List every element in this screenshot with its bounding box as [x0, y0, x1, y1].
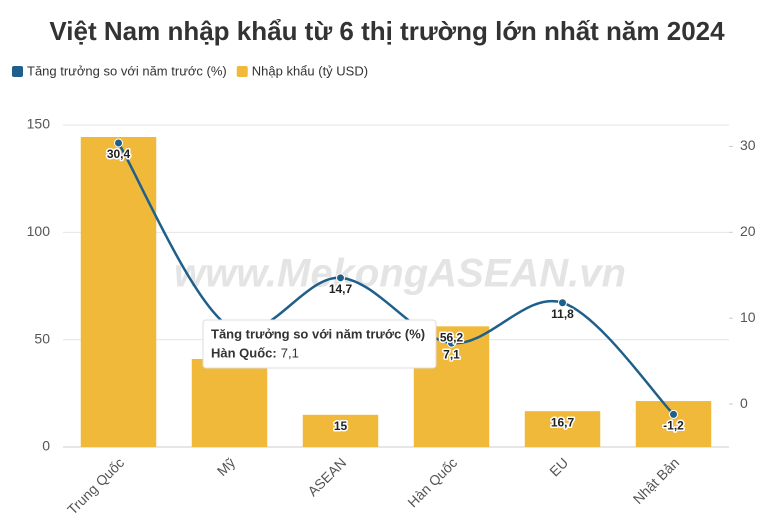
- line: [117, 142, 675, 416]
- y2-tick-label: 10: [740, 309, 756, 325]
- data-label: 7,1: [443, 347, 460, 361]
- bar: [524, 411, 601, 447]
- x-tick-label: Hàn Quốc: [404, 454, 460, 510]
- tooltip: Tăng trưởng so với năm trước (%) Hàn Quốc…: [202, 319, 437, 369]
- watermark: www.MekongASEAN.vn: [174, 252, 626, 296]
- legend-label: Tăng trưởng so với năm trước (%): [27, 63, 227, 78]
- bar: [80, 136, 157, 447]
- line-point: [114, 138, 123, 148]
- data-label: 56,2: [440, 331, 464, 345]
- y-tick-label: 0: [42, 438, 50, 454]
- chart-title: Việt Nam nhập khẩu từ 6 thị trường lớn n…: [49, 16, 725, 46]
- data-label: 16,7: [551, 415, 575, 429]
- x-tick-label: Mỹ: [214, 454, 239, 479]
- tooltip-label: Hàn Quốc:: [211, 345, 277, 360]
- data-label: 30,4: [107, 147, 131, 161]
- y2-tick-label: 20: [740, 223, 756, 239]
- line-point: [336, 273, 345, 283]
- legend-label: Nhập khẩu (tỷ USD): [252, 63, 368, 78]
- line-point: [558, 298, 567, 308]
- y2-tick-label: 0: [740, 395, 748, 411]
- y-tick-label: 150: [27, 116, 51, 132]
- data-label: 15: [334, 419, 348, 433]
- y2-tick-label: 30: [740, 137, 756, 153]
- bar: [191, 358, 268, 447]
- y-tick-label: 50: [34, 330, 50, 346]
- line-point: [669, 409, 678, 419]
- tooltip-value: 7,1: [281, 345, 299, 360]
- legend-swatch: [12, 66, 23, 77]
- bar: [302, 414, 379, 447]
- data-label: -1,2: [663, 419, 684, 433]
- x-tick-label: ASEAN: [304, 454, 349, 499]
- data-label: 11,8: [551, 307, 574, 321]
- bar: [635, 401, 712, 447]
- x-tick-label: Nhật Bản: [630, 454, 683, 507]
- line-point: [447, 338, 456, 348]
- tooltip-box: [202, 319, 437, 369]
- x-tick-label: EU: [546, 454, 571, 479]
- tooltip-title: Tăng trưởng so với năm trước (%): [211, 326, 425, 341]
- legend-swatch: [236, 66, 248, 77]
- x-tick-label: Trung Quốc: [64, 454, 127, 517]
- data-label: 14,7: [329, 282, 353, 296]
- y-tick-label: 100: [27, 223, 51, 239]
